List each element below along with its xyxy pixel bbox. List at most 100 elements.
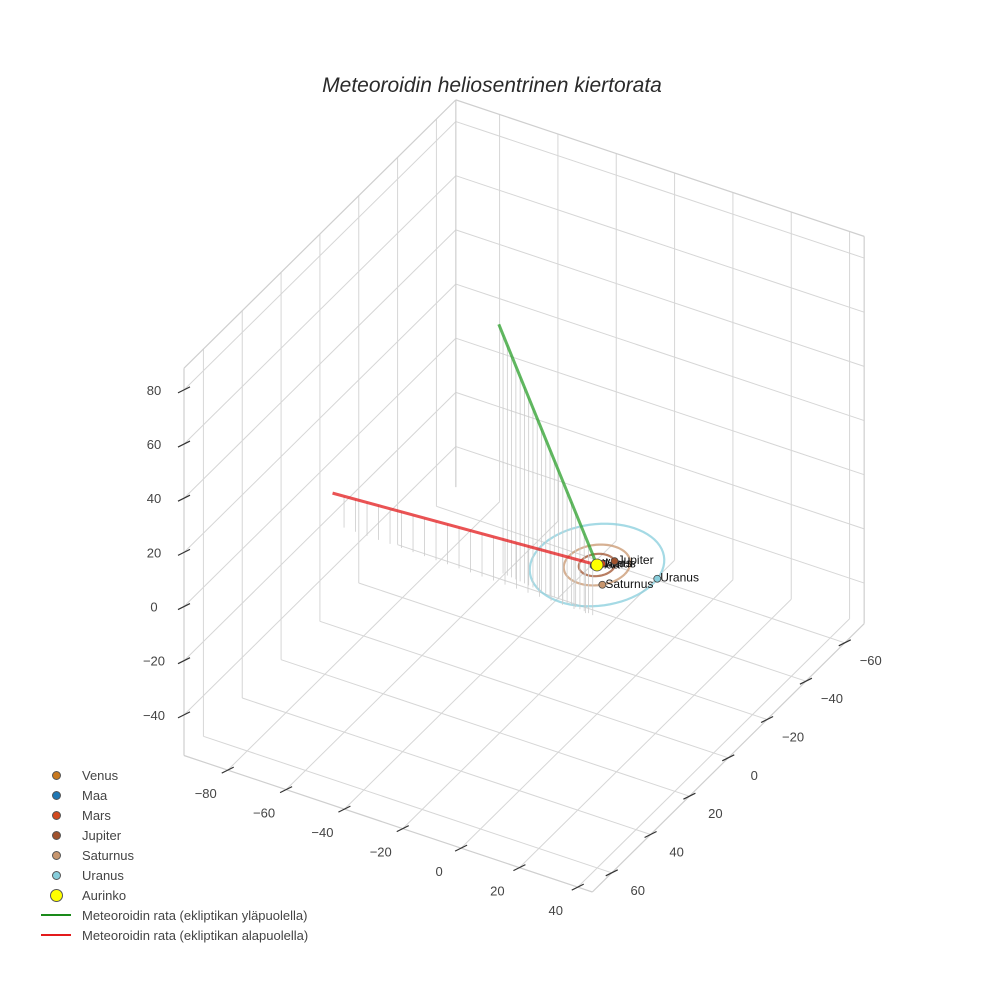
legend-label: Meteoroidin rata (ekliptikan alapuolella… (82, 927, 309, 943)
y-axis-tick (838, 639, 852, 647)
legend-label: Jupiter (82, 827, 122, 843)
floor-gridline (397, 544, 807, 682)
legend-line-icon (38, 934, 74, 936)
x-axis-tick (513, 864, 526, 872)
wall-gridline (183, 446, 457, 716)
legend-label: Saturnus (82, 847, 135, 863)
box-edge (183, 754, 593, 893)
x-axis-tick-label: 20 (490, 884, 504, 899)
wall-gridline (183, 392, 457, 662)
z-axis-tick-label: −40 (143, 708, 165, 723)
y-axis-tick (799, 677, 813, 685)
legend-item[interactable]: Maa (38, 785, 308, 805)
legend-item[interactable]: Uranus (38, 865, 308, 885)
legend-marker-icon (38, 888, 74, 902)
wall-gridline (455, 175, 865, 313)
wall-gridline (183, 175, 457, 445)
wall-gridline (183, 229, 457, 499)
legend-item[interactable]: Meteoroidin rata (ekliptikan alapuolella… (38, 925, 308, 945)
floor-gridline (436, 505, 845, 644)
legend-label: Mars (82, 807, 111, 823)
z-axis-tick-label: 80 (147, 383, 161, 398)
z-axis-tick (177, 386, 191, 394)
y-axis-tick (683, 792, 696, 800)
y-axis-tick (760, 715, 774, 724)
z-axis-tick (177, 494, 191, 502)
x-axis-tick-label: −20 (370, 845, 392, 860)
legend-item[interactable]: Saturnus (38, 845, 308, 865)
y-axis-tick-label: −20 (782, 730, 804, 745)
z-axis-tick-label: 0 (150, 600, 157, 615)
floor-gridline (319, 620, 729, 759)
legend-item[interactable]: Aurinko (38, 885, 308, 905)
planet-label: Uranus (660, 571, 699, 585)
wall-gridline (455, 446, 865, 584)
planet-jupiter (610, 557, 619, 566)
floor-gridline (203, 735, 612, 874)
wall-gridline (455, 391, 865, 530)
wall-gridline (183, 283, 457, 553)
legend-marker-icon (38, 830, 74, 840)
planet-label: Jupiter (618, 553, 654, 567)
y-axis-tick-label: −40 (821, 691, 843, 706)
legend-label: Maa (82, 787, 108, 803)
z-axis-tick-label: 40 (147, 491, 161, 506)
x-axis-tick-label: 0 (435, 864, 442, 879)
x-axis-tick (396, 825, 410, 833)
z-axis-tick-label: 20 (147, 545, 161, 560)
legend-label: Meteoroidin rata (ekliptikan yläpuolella… (82, 907, 308, 923)
box-edge (183, 99, 457, 369)
floor-gridline (242, 697, 651, 835)
legend-line-icon (38, 914, 74, 916)
meteoroid-path (497, 323, 599, 566)
wall-gridline (455, 283, 865, 422)
planet-label: Saturnus (605, 577, 653, 591)
x-axis-tick (221, 766, 235, 774)
legend-item[interactable]: Mars (38, 805, 308, 825)
wall-gridline (455, 121, 865, 259)
sun-marker (590, 558, 604, 572)
legend-marker-icon (38, 790, 74, 800)
box-edge (455, 99, 865, 237)
y-axis-tick (644, 830, 657, 839)
legend-marker-icon (38, 770, 74, 780)
floor-gridline (358, 582, 768, 720)
z-axis-tick-label: 60 (147, 437, 161, 452)
chart-title: Meteoroidin heliosentrinen kiertorata (322, 74, 662, 97)
legend-marker-icon (38, 850, 74, 860)
z-axis-tick (177, 440, 191, 448)
x-axis-tick-label: −80 (195, 786, 217, 801)
legend: Venus Maa Mars Jupiter Saturnus Uranus Aurinko… (38, 765, 308, 945)
z-axis-tick (177, 603, 191, 611)
legend-item[interactable]: Jupiter (38, 825, 308, 845)
y-axis-tick-label: 20 (708, 806, 722, 821)
x-axis-tick-label: 40 (549, 903, 563, 918)
z-axis-tick (177, 548, 191, 556)
wall-gridline (455, 229, 865, 367)
y-axis-tick (721, 754, 735, 762)
legend-label: Venus (82, 767, 119, 783)
legend-label: Aurinko (82, 887, 127, 903)
x-axis-tick-label: −60 (253, 806, 275, 821)
y-axis-tick-label: −60 (860, 653, 882, 668)
planet-saturnus (598, 580, 607, 589)
orbit-saturnus (562, 543, 632, 587)
wall-gridline (455, 337, 865, 476)
legend-marker-icon (38, 870, 74, 880)
legend-item[interactable]: Venus (38, 765, 308, 785)
z-axis-tick-label: −20 (143, 654, 165, 669)
legend-marker-icon (38, 810, 74, 820)
z-axis-tick (177, 711, 191, 719)
legend-item[interactable]: Meteoroidin rata (ekliptikan yläpuolella… (38, 905, 308, 925)
meteoroid-path (332, 491, 598, 567)
x-axis-tick (338, 805, 351, 813)
x-axis-tick (279, 786, 293, 794)
z-axis-tick (177, 657, 191, 665)
x-axis-tick-label: −40 (311, 825, 333, 840)
planet-label: Venus (602, 557, 635, 571)
y-axis-tick (605, 869, 619, 877)
y-axis-tick-label: 60 (631, 883, 645, 898)
y-axis-tick-label: 40 (669, 845, 683, 860)
legend-label: Uranus (82, 867, 124, 883)
